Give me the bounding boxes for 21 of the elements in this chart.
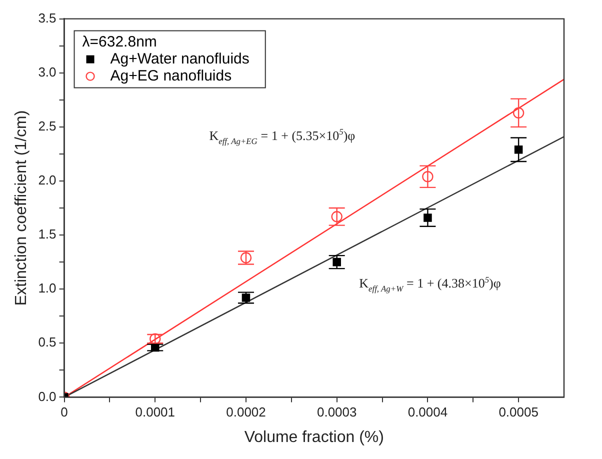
y-axis-title: Extinction coefficient (1/cm) — [13, 110, 30, 306]
y-tick-label: 2.5 — [38, 118, 56, 134]
y-tick-label: 3.0 — [38, 64, 56, 80]
y-tick-label: 1.0 — [38, 280, 56, 296]
y-tick-label: 2.0 — [38, 172, 56, 188]
x-tick-label: 0.0003 — [316, 404, 357, 420]
y-tick-label: 0.5 — [38, 334, 56, 350]
y-tick-label: 0.0 — [38, 388, 56, 404]
legend-label: Ag+EG nanofluids — [110, 67, 232, 84]
x-tick-label: 0.0001 — [135, 404, 176, 420]
x-tick-label: 0 — [60, 404, 68, 420]
legend-label: Ag+Water nanofluids — [110, 50, 250, 68]
x-tick-label: 0.0002 — [226, 404, 266, 420]
y-tick-label: 1.5 — [38, 226, 56, 242]
x-tick-label: 0.0005 — [498, 404, 538, 420]
x-axis-title: Volume fraction (%) — [244, 428, 384, 446]
x-tick-label: 0.0004 — [408, 404, 448, 420]
point — [422, 171, 434, 182]
y-tick-label: 3.5 — [38, 10, 56, 26]
legend-title: λ=632.8nm — [82, 33, 157, 50]
point — [512, 107, 524, 118]
